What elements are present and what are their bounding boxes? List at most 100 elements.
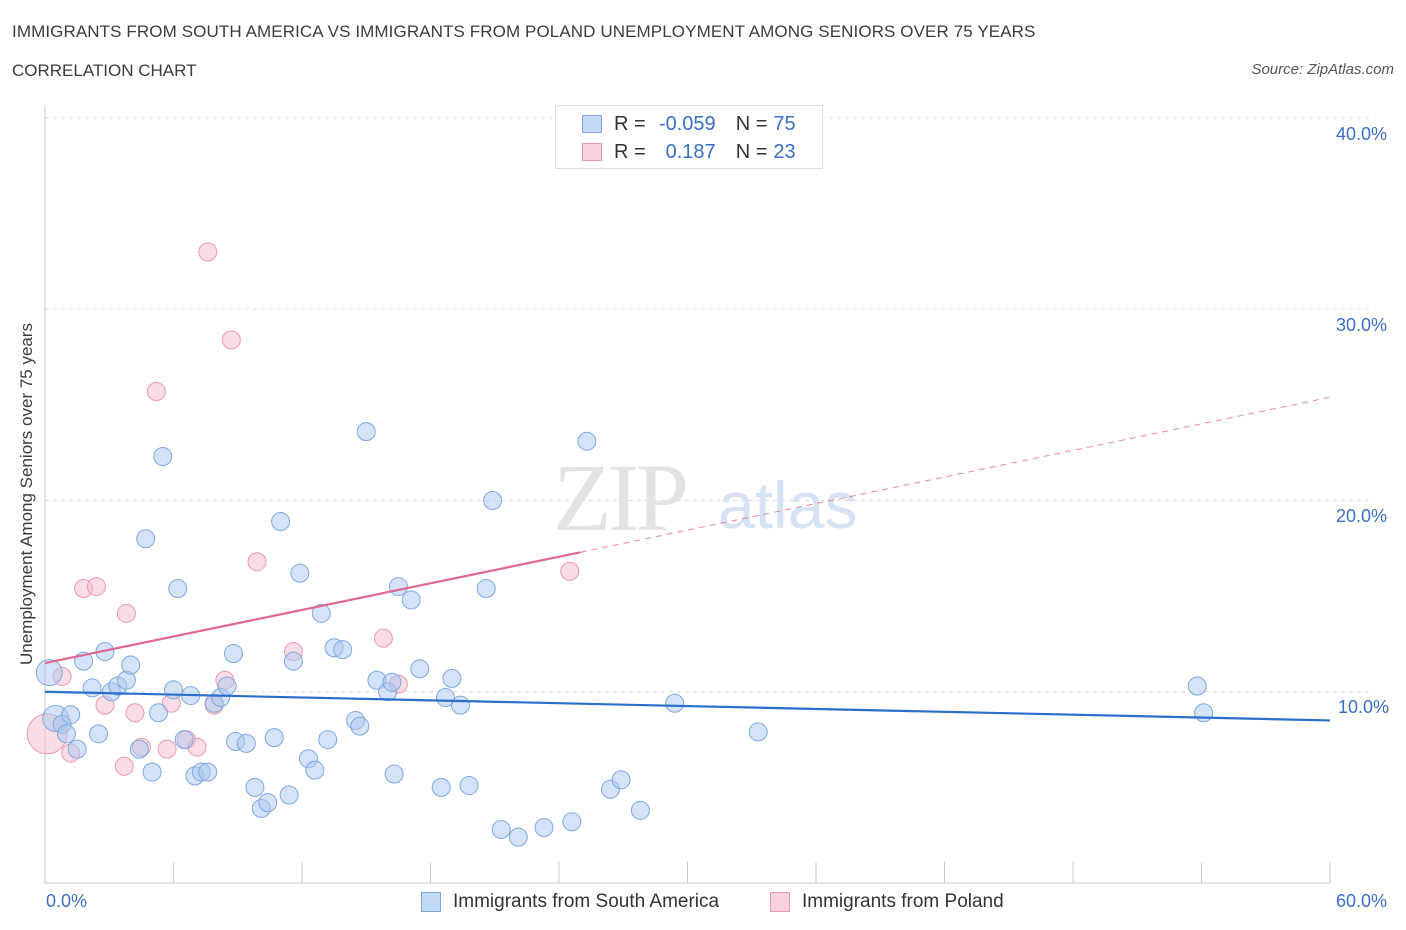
y-tick-40: 40.0% <box>1336 124 1388 144</box>
south-america-point <box>223 644 243 663</box>
south-america-point <box>136 529 156 549</box>
legend-swatch-blue <box>582 115 602 133</box>
south-america-point <box>476 578 496 598</box>
legend-n-label: N = <box>735 140 768 163</box>
poland-point <box>116 603 136 623</box>
south-america-point <box>491 819 511 839</box>
south-america-point <box>35 659 63 687</box>
south-america-point <box>508 827 528 847</box>
south-america-point <box>164 680 183 700</box>
y-tick-10: 10.0% <box>1338 697 1390 717</box>
correlation-legend: R = -0.059 N = 75 R = 0.187 N = 23 <box>555 105 823 169</box>
legend-item-poland[interactable]: Immigrants from Poland <box>770 889 1004 915</box>
south-america-point <box>61 705 81 725</box>
legend-swatch-blue <box>421 892 441 912</box>
south-america-point <box>198 762 218 782</box>
legend-r-label: R = <box>614 140 646 163</box>
watermark-zip: ZIP <box>553 444 686 551</box>
south-america-point <box>56 724 76 744</box>
south-america-point <box>258 793 278 813</box>
south-america-point <box>382 672 402 692</box>
poland-point <box>86 577 106 597</box>
south-america-point <box>442 668 462 688</box>
trend-lines <box>44 396 1331 722</box>
legend-label-poland: Immigrants from Poland <box>802 891 1004 912</box>
poland-point <box>157 739 177 759</box>
legend-row-south-america: R = -0.059 N = 75 <box>582 112 796 136</box>
south-america-point <box>283 651 303 671</box>
south-america-point <box>279 785 299 805</box>
legend-swatch-pink <box>770 892 790 912</box>
poland-point <box>247 552 267 572</box>
south-america-point <box>236 733 256 753</box>
south-america-point <box>665 693 685 713</box>
south-america-point <box>483 491 503 510</box>
south-america-point <box>149 703 169 723</box>
south-america-point <box>311 603 331 623</box>
south-america-point <box>384 764 404 784</box>
south-america-point <box>401 590 421 610</box>
south-america-point <box>264 728 284 748</box>
south-america-point <box>305 760 325 780</box>
poland-point <box>114 756 134 776</box>
legend-r-value: -0.059 <box>658 112 716 135</box>
south-america-point <box>129 739 149 759</box>
south-america-point <box>577 431 597 451</box>
south-america-point <box>630 800 650 820</box>
south-america-point <box>333 640 353 660</box>
axes <box>44 105 1331 884</box>
south-america-point <box>350 716 370 736</box>
south-america-point <box>562 812 582 832</box>
south-america-point <box>271 512 291 532</box>
south-america-point <box>388 577 408 597</box>
south-america-point <box>1187 676 1207 696</box>
south-america-point <box>611 770 631 790</box>
y-axis-label: Unemployment Among Seniors over 75 years <box>17 322 36 666</box>
south-america-point <box>459 775 479 795</box>
south-america-point <box>142 762 162 782</box>
south-america-point <box>356 422 376 442</box>
poland-trendline <box>44 551 581 665</box>
poland-point <box>146 381 166 401</box>
gridlines <box>45 117 1370 693</box>
south-america-point <box>410 659 430 679</box>
legend-n-value: 23 <box>773 140 796 163</box>
legend-row-poland: R = 0.187 N = 23 <box>582 140 796 164</box>
poland-point <box>373 628 393 648</box>
poland-point <box>560 561 580 581</box>
south-america-point <box>89 724 109 744</box>
poland-point <box>221 330 241 350</box>
y-tick-20: 20.0% <box>1336 506 1388 526</box>
legend-r-value: 0.187 <box>665 140 716 163</box>
south-america-point <box>318 730 338 750</box>
chart-title: IMMIGRANTS FROM SOUTH AMERICA VS IMMIGRA… <box>12 22 1036 41</box>
south-america-point <box>217 676 237 696</box>
south-america-trendline <box>44 690 1331 722</box>
south-america-point <box>431 777 451 797</box>
chart-subtitle: CORRELATION CHART <box>12 61 197 80</box>
legend-n-label: N = <box>735 112 768 135</box>
legend-swatch-pink <box>582 143 602 161</box>
source-label: Source: ZipAtlas.com <box>1251 61 1394 78</box>
south-america-point <box>121 655 141 675</box>
legend-item-south-america[interactable]: Immigrants from South America <box>421 889 719 915</box>
south-america-point <box>534 818 554 838</box>
poland-trendline-extension <box>580 396 1331 553</box>
y-tick-30: 30.0% <box>1336 315 1388 335</box>
south-america-point <box>82 678 102 698</box>
x-tick-min: 0.0% <box>46 891 88 911</box>
south-america-point <box>67 739 87 759</box>
south-america-point <box>290 563 310 583</box>
south-america-point <box>450 695 470 715</box>
south-america-point <box>153 447 173 467</box>
south-america-points <box>35 422 1214 847</box>
x-tick-max: 60.0% <box>1336 891 1388 911</box>
legend-n-value: 75 <box>773 112 796 135</box>
south-america-point <box>435 687 455 707</box>
legend-r-label: R = <box>614 112 646 135</box>
poland-point <box>125 703 145 723</box>
legend-label-south-america: Immigrants from South America <box>453 891 720 912</box>
poland-point <box>198 242 218 262</box>
south-america-point <box>174 730 194 750</box>
